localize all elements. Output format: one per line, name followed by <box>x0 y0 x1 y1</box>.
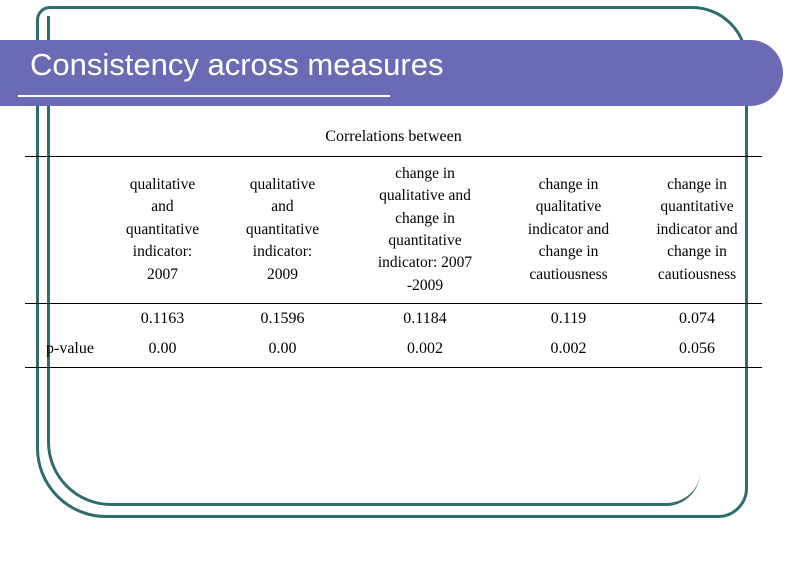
table-caption: Correlations between <box>25 122 762 157</box>
title-underline <box>18 95 390 97</box>
column-header-qual-quant-2007: qualitative and quantitative indicator: … <box>125 175 200 283</box>
column-header-change-qual-quant: change in qualitative and change in quan… <box>377 164 473 294</box>
column-header-change-quant-cautiousness: change in quantitative indicator and cha… <box>656 175 738 283</box>
frame-inner-border <box>47 16 700 506</box>
column-header-change-qual-cautiousness: change in qualitative indicator and chan… <box>527 175 610 283</box>
value-cell: 0.002 <box>550 340 587 357</box>
value-cell: 0.1184 <box>403 310 447 327</box>
value-cell: 0.1163 <box>140 310 185 327</box>
row-label-pvalue: p-value <box>46 340 94 357</box>
column-header-qual-quant-2009: qualitative and quantitative indicator: … <box>245 175 320 283</box>
value-cell: 0.00 <box>268 340 297 357</box>
value-cell: 0.00 <box>148 340 177 357</box>
value-cell: 0.002 <box>407 340 443 357</box>
value-cell: 0.119 <box>550 310 587 327</box>
table-row-correlation: 0.1163 0.1596 0.1184 0.119 0.074 <box>25 304 762 334</box>
table-row-pvalue: p-value 0.00 0.00 0.002 0.002 0.056 <box>25 334 762 364</box>
frame-outer-border <box>36 6 748 518</box>
value-cell: 0.1596 <box>260 310 305 327</box>
value-cell: 0.074 <box>679 310 715 327</box>
table-body: 0.1163 0.1596 0.1184 0.119 0.074 p-value… <box>25 304 762 368</box>
title-banner: Consistency across measures <box>0 40 783 106</box>
table-header-row: qualitative and quantitative indicator: … <box>25 157 762 304</box>
slide-title: Consistency across measures <box>30 47 444 82</box>
correlations-table: Correlations between qualitative and qua… <box>25 122 762 368</box>
value-cell: 0.056 <box>679 340 715 357</box>
